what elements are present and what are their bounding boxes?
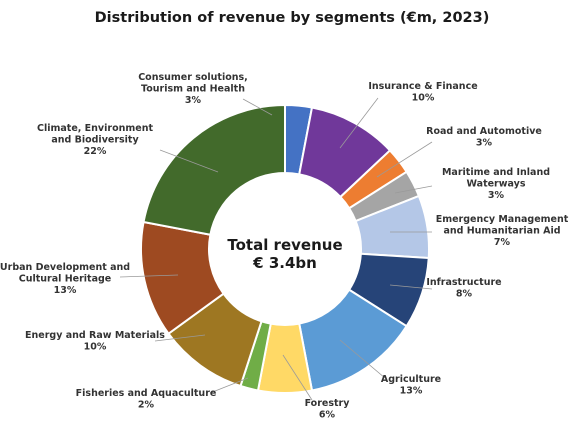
leader-line-10	[119, 274, 179, 278]
donut-slices	[140, 103, 430, 394]
leader-line-7	[282, 354, 313, 401]
slice-11	[142, 103, 286, 236]
slice-label-3: Maritime and Inland Waterways 3%	[442, 167, 550, 201]
slice-label-2: Road and Automotive 3%	[426, 126, 542, 149]
leader-line-11	[159, 149, 219, 173]
chart-title: Distribution of revenue by segments (€m,…	[94, 10, 490, 26]
slice-label-11: Climate, Environment and Biodiversity 22%	[37, 123, 153, 157]
slice-label-9: Energy and Raw Materials 10%	[25, 330, 165, 353]
leader-line-8	[209, 377, 249, 394]
center-label-line-2: € 3.4bn	[252, 254, 317, 272]
leader-line-5	[389, 284, 433, 290]
slice-label-7: Forestry 6%	[305, 398, 351, 421]
slice-label-1: Insurance & Finance 10%	[368, 81, 477, 104]
leader-line-2	[376, 141, 433, 178]
slice-labels: Consumer solutions, Tourism and Health 3% I…	[0, 72, 569, 421]
leader-line-9	[154, 334, 206, 342]
leader-line-0	[242, 98, 273, 116]
slice-label-4: Emergency Management and Humanitarian Aid…	[436, 214, 569, 248]
slice-label-10: Urban Development and Cultural Heritage 13…	[0, 262, 130, 296]
center-label-line-1: Total revenue	[227, 236, 342, 254]
slice-label-0: Consumer solutions, Tourism and Health 3%	[138, 72, 248, 106]
leader-lines	[119, 97, 433, 401]
leader-line-6	[339, 339, 386, 379]
slice-label-6: Agriculture 13%	[381, 374, 441, 397]
slice-label-8: Fisheries and Aquaculture 2%	[76, 388, 217, 411]
slice-label-5: Infrastructure 8%	[426, 277, 501, 300]
leader-line-1	[339, 97, 379, 149]
leader-line-3	[394, 185, 433, 194]
